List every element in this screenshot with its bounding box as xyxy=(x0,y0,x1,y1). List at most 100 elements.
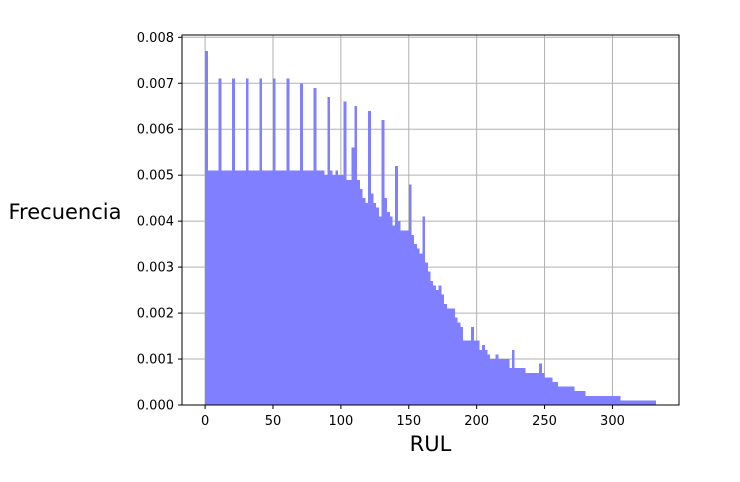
histogram-bar xyxy=(598,395,602,405)
histogram-bar xyxy=(511,349,515,405)
histogram-bar xyxy=(370,193,374,405)
histogram-bar xyxy=(354,106,358,405)
histogram-bar xyxy=(264,170,268,405)
histogram-bar xyxy=(232,78,235,405)
histogram-bar xyxy=(487,354,491,405)
histogram-bar xyxy=(362,198,366,405)
histogram-bar xyxy=(514,368,518,405)
histogram-bar xyxy=(327,97,331,406)
histogram-bar xyxy=(454,317,458,405)
histogram-bar xyxy=(357,179,360,405)
histogram-bar xyxy=(579,391,583,405)
histogram-bar xyxy=(563,386,567,405)
histogram-bar xyxy=(541,372,545,405)
histogram-bar xyxy=(253,170,257,405)
histogram-bar xyxy=(645,400,648,405)
plot-frame xyxy=(181,34,680,406)
histogram-bar xyxy=(588,395,591,405)
histogram-bar xyxy=(623,400,627,405)
histogram-bar xyxy=(213,170,216,405)
histogram-bar xyxy=(210,170,214,405)
histogram-bar xyxy=(473,340,477,405)
histogram-bar xyxy=(313,87,317,405)
histogram-bar xyxy=(479,349,483,405)
histogram-bar xyxy=(376,207,379,405)
histogram-bar xyxy=(392,225,396,405)
histogram-bar xyxy=(346,179,350,405)
x-tick-label: 200 xyxy=(464,414,489,429)
histogram-bar xyxy=(517,368,521,405)
histogram-bar xyxy=(262,170,265,405)
histogram-bar xyxy=(490,359,493,405)
histogram-bar xyxy=(308,170,312,405)
histogram-bar xyxy=(498,359,502,405)
histogram-bar xyxy=(457,322,461,405)
histogram-bar xyxy=(397,221,401,405)
x-tick-label: 250 xyxy=(532,414,557,429)
histogram-bar xyxy=(501,359,504,405)
histogram-bar xyxy=(406,230,409,405)
histogram-bar xyxy=(259,78,263,405)
histogram-bar xyxy=(552,382,556,405)
histogram-bar xyxy=(636,400,640,405)
x-tick-label: 150 xyxy=(396,414,421,429)
histogram-bar xyxy=(506,359,510,405)
histogram-bar xyxy=(495,354,499,405)
histogram-bar xyxy=(566,386,570,405)
histogram-bar xyxy=(384,198,388,405)
histogram-bar xyxy=(332,175,336,405)
histogram-bar xyxy=(270,170,273,405)
y-tick-label: 0.005 xyxy=(137,169,174,184)
y-tick-label: 0.004 xyxy=(137,215,174,230)
x-tick-label: 300 xyxy=(600,414,625,429)
histogram-bar xyxy=(460,326,464,405)
histogram-bar xyxy=(221,170,225,405)
x-tick-label: 0 xyxy=(201,414,209,429)
histogram-bar xyxy=(433,285,436,405)
histogram-bar xyxy=(408,184,412,405)
histogram-bar xyxy=(229,170,233,405)
histogram-bar xyxy=(536,372,540,405)
histogram-bar xyxy=(642,400,646,405)
histogram-bar xyxy=(509,368,512,405)
histogram-bar xyxy=(525,372,529,405)
histogram-bar xyxy=(612,395,616,405)
histogram-bar xyxy=(272,78,276,405)
histogram-bar xyxy=(343,101,347,405)
histogram-bar xyxy=(414,244,417,405)
histogram-bar xyxy=(533,372,537,405)
histogram-bar xyxy=(338,175,341,405)
histogram-bar xyxy=(256,170,260,405)
histogram-bar xyxy=(476,340,480,405)
histogram-bar xyxy=(444,303,447,405)
y-tick-label: 0.007 xyxy=(137,77,174,92)
histogram-bar xyxy=(226,170,230,405)
histogram-bar xyxy=(321,170,325,405)
histogram-bar xyxy=(311,170,314,405)
histogram-bar xyxy=(411,234,415,405)
histogram-bar xyxy=(340,175,344,405)
histogram-bar xyxy=(368,110,371,406)
histogram-bar xyxy=(243,170,246,405)
histogram-bar xyxy=(571,386,575,405)
histogram-bar xyxy=(639,400,643,405)
histogram-bar xyxy=(422,216,426,405)
histogram-bar xyxy=(302,170,306,405)
histogram-bar xyxy=(300,83,303,406)
histogram-bar xyxy=(215,170,219,405)
histogram-bar xyxy=(582,391,586,405)
histogram-bar xyxy=(291,170,295,405)
histogram-bar xyxy=(634,400,637,405)
y-tick-label: 0.000 xyxy=(137,399,174,414)
histogram-bar xyxy=(463,340,466,405)
histogram-bar xyxy=(294,170,298,405)
histogram-bar xyxy=(590,395,594,405)
histogram-bar xyxy=(389,216,393,405)
histogram-bar xyxy=(416,248,420,405)
histogram-bar xyxy=(349,179,352,405)
histogram-bar xyxy=(297,170,301,405)
histogram-bar xyxy=(530,372,534,405)
histogram-bar xyxy=(289,170,292,405)
histogram-bar xyxy=(425,262,428,405)
